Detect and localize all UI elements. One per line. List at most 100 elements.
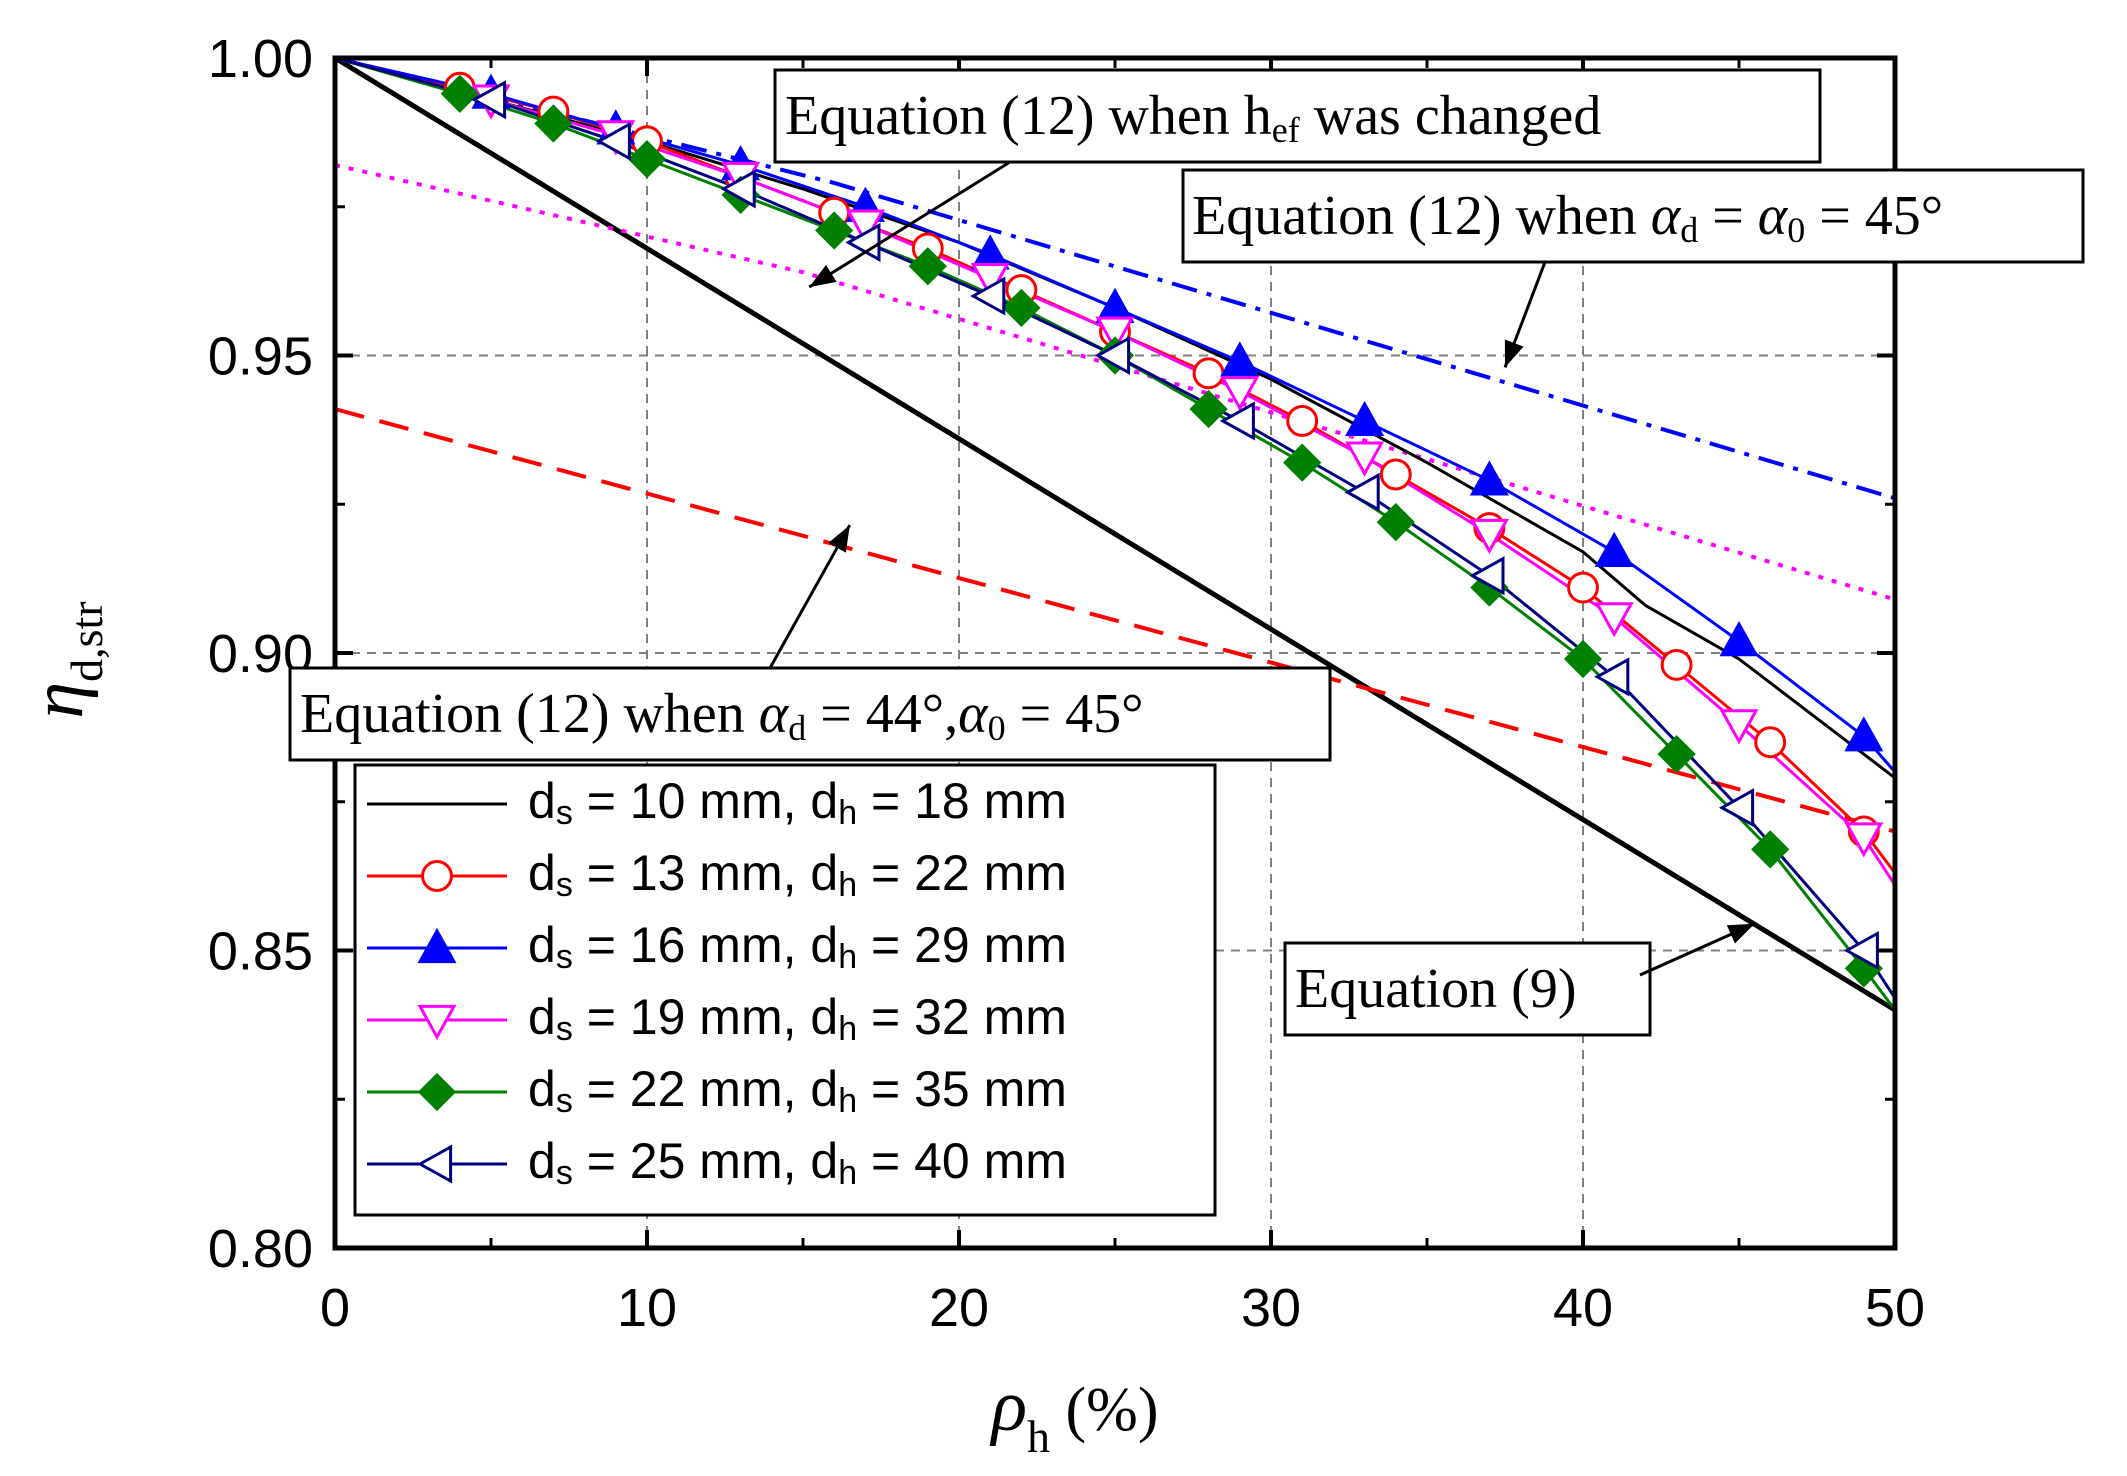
annotation-a44-part: Equation (12) when (300, 683, 759, 745)
data-point (1220, 376, 1260, 412)
annotation-hef-part: was changed (1300, 85, 1602, 147)
legend-label: ds = 22 mm, dh = 35 mm (528, 1061, 1067, 1120)
data-point (1002, 288, 1041, 328)
legend-label: ds = 13 mm, dh = 22 mm (528, 845, 1067, 904)
x-tick-label: 0 (320, 1278, 350, 1338)
data-point (417, 1004, 457, 1041)
data-point (440, 74, 479, 113)
annotation-arrows (768, 160, 1756, 977)
data-point (595, 121, 631, 161)
data-point (1286, 405, 1319, 437)
data-point (1594, 657, 1630, 697)
y-tick-label: 0.85 (208, 922, 313, 982)
legend-label-part: = 32 mm (857, 989, 1067, 1045)
annotation-a45-part: = (1698, 185, 1758, 247)
annotation-arrow (768, 524, 852, 669)
legend-label-sub: s (556, 1154, 573, 1192)
annotation-a44-text: Equation (12) when αd = 44°,α0 = 45° (300, 683, 1144, 748)
legend-label-part: = 16 mm, d (573, 917, 838, 973)
x-tick-label: 20 (929, 1278, 989, 1338)
annotation-a45: Equation (12) when αd = α0 = 45° (1181, 168, 2085, 264)
legend-label-part: d (528, 1061, 556, 1117)
annotation-hef-part: Equation (12) when h (785, 85, 1272, 147)
annotations: Equation (12) when hef was changed Equat… (288, 68, 2085, 1037)
x-tick-label: 50 (1865, 1278, 1925, 1338)
legend-label-part: = 35 mm (857, 1061, 1067, 1117)
legend: ds = 10 mm, dh = 18 mm ds = 13 mm, dh = … (353, 763, 1217, 1217)
data-point (417, 1072, 457, 1112)
legend-label-part: d (528, 1133, 556, 1189)
data-point (1345, 441, 1385, 477)
reference-line (335, 163, 1895, 602)
legend-label-part: = 22 mm, d (573, 1061, 838, 1117)
legend-label-part: d (528, 989, 556, 1045)
data-point (534, 104, 573, 143)
data-point (908, 247, 947, 286)
annotation-a45-sub: d (1680, 210, 1698, 250)
data-point (1379, 458, 1412, 491)
data-point (845, 209, 885, 245)
annotation-hef-sub: ef (1272, 110, 1300, 150)
legend-label-sub: h (838, 938, 857, 976)
annotation-a44-greek: α (958, 683, 989, 745)
data-point (417, 927, 457, 964)
x-tick-label: 30 (1241, 1278, 1301, 1338)
y-tick-label: 0.95 (208, 327, 313, 387)
annotation-eq9-text: Equation (9) (1295, 958, 1576, 1020)
data-point (720, 169, 756, 209)
legend-label-part: d (528, 773, 556, 829)
annotation-arrowhead (828, 525, 850, 553)
data-point (470, 80, 507, 120)
x-axis-subscript: h (1027, 1411, 1050, 1462)
data-point (1719, 621, 1759, 657)
reference-line (335, 407, 1895, 834)
annotation-arrowhead (809, 264, 837, 288)
y-axis-symbol: η (17, 682, 99, 719)
annotation-a44-greek: α (759, 683, 790, 745)
legend-label-sub: s (556, 866, 573, 904)
legend-label-part: = 10 mm, d (573, 773, 838, 829)
data-point (1567, 571, 1599, 604)
data-point (1192, 357, 1225, 390)
annotation-a45-greek: α (1651, 185, 1682, 247)
data-point (1469, 518, 1509, 555)
data-point (1657, 735, 1696, 774)
data-point (1219, 401, 1255, 441)
annotation-a44-sub: 0 (988, 708, 1006, 748)
data-point (1844, 716, 1884, 752)
annotation-arrow (808, 160, 1011, 289)
data-point (1469, 556, 1505, 596)
x-tick-label: 40 (1553, 1278, 1613, 1338)
series-line (335, 58, 1895, 1011)
data-point (1718, 788, 1755, 828)
legend-label-part: d (528, 917, 556, 973)
annotation-a45-part: = 45° (1805, 185, 1943, 247)
data-point (1220, 341, 1260, 377)
legend-label-part: = 19 mm, d (573, 989, 838, 1045)
data-point (1469, 460, 1509, 496)
x-axis-title: ρh (%) (990, 1365, 1159, 1462)
annotation-hef-text: Equation (12) when hef was changed (785, 85, 1601, 150)
annotation-hef: Equation (12) when hef was changed (773, 68, 1822, 164)
data-point (815, 211, 854, 250)
legend-label-sub: s (556, 938, 573, 976)
y-tick-label: 0.80 (208, 1219, 313, 1279)
legend-label: ds = 25 mm, dh = 40 mm (528, 1133, 1067, 1192)
annotation-a45-text: Equation (12) when αd = α0 = 45° (1192, 185, 1943, 250)
y-axis-subscript: d,str (61, 601, 112, 682)
annotation-a44-part: = 44°, (806, 683, 958, 745)
annotation-eq9: Equation (9) (1283, 941, 1652, 1037)
legend-label-sub: h (838, 1010, 857, 1048)
legend-label-sub: s (556, 1010, 573, 1048)
legend-label-part: d (528, 845, 556, 901)
annotation-a45-sub: 0 (1787, 210, 1805, 250)
data-point (1094, 335, 1131, 376)
annotation-a44-sub: d (788, 708, 806, 748)
legend-label-part: = 29 mm (857, 917, 1067, 973)
legend-samples (367, 802, 507, 1184)
legend-label-sub: h (838, 1082, 857, 1120)
data-point (1660, 648, 1693, 681)
data-point (1563, 639, 1603, 679)
annotation-arrowhead (1726, 923, 1755, 944)
